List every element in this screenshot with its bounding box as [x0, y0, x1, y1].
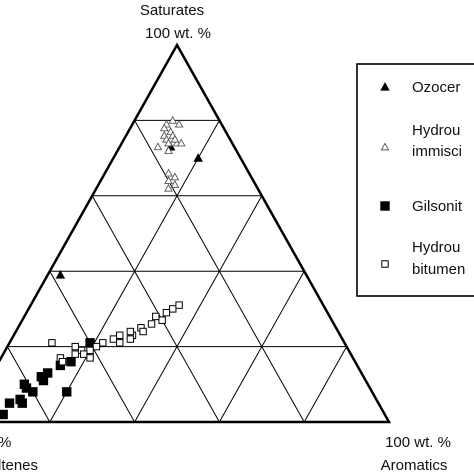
data-point-open-square [162, 308, 171, 317]
data-point-open-triangle [170, 179, 180, 188]
data-point-open-square [116, 339, 124, 347]
data-point-open-triangle [159, 123, 169, 132]
legend-box [356, 63, 474, 297]
legend-marker-filled-square [380, 201, 390, 211]
data-point-open-square [147, 320, 156, 328]
data-point-open-square [175, 301, 183, 309]
data-point-open-square [139, 327, 147, 336]
data-point-open-triangle [164, 168, 173, 177]
vertex-label-left-name: ltenes [0, 457, 38, 474]
data-point-open-triangle [168, 115, 178, 124]
data-point-open-triangle [174, 119, 184, 128]
data-point-open-triangle [164, 176, 173, 185]
grid-line [218, 270, 305, 423]
data-point-open-square [80, 350, 88, 358]
legend-marker-open-square [381, 260, 389, 268]
data-point-filled-square [0, 409, 8, 420]
vertex-label-top-value: 100 wt. % [145, 25, 211, 42]
data-point-open-triangle [170, 172, 180, 181]
data-point-filled-square [28, 387, 38, 397]
vertex-label-right-value: 100 wt. % [385, 434, 451, 451]
legend-marker-open-triangle [380, 142, 390, 151]
grid-line [134, 195, 263, 423]
data-points [0, 115, 203, 420]
data-point-open-square [71, 350, 79, 358]
data-point-filled-triangle [193, 153, 203, 162]
data-point-filled-triangle [55, 270, 66, 279]
data-point-open-triangle [164, 183, 173, 192]
ternary-grid [6, 119, 348, 423]
legend-label-hydrous-line1: Hydrou [412, 122, 460, 139]
grid-line [303, 346, 348, 423]
legend-label-ozocer: Ozocer [412, 79, 460, 96]
legend-label-hydrous-bitumen-line2: bitumen [412, 261, 465, 278]
data-point-open-square [126, 327, 135, 336]
data-point-open-square [71, 342, 79, 351]
data-point-open-triangle [170, 134, 180, 143]
data-point-filled-square [66, 356, 76, 367]
legend-label-hydrous-bitumen-line1: Hydrou [412, 239, 460, 256]
data-point-open-square [169, 305, 177, 313]
legend-label-gilsonite: Gilsonit [412, 198, 463, 215]
data-point-filled-square [62, 387, 72, 397]
data-point-open-triangle [164, 146, 173, 154]
data-point-open-square [86, 346, 94, 355]
data-point-open-square [126, 335, 135, 343]
data-point-open-square [92, 342, 101, 351]
legend: Ozocer Hydrou immisci Gilsonit Hydrou bi… [356, 63, 474, 297]
data-point-open-square [48, 339, 56, 347]
data-point-open-square [116, 331, 124, 339]
grid-line [91, 195, 220, 423]
vertex-label-left-value: % [0, 434, 11, 451]
data-point-open-square [109, 335, 118, 343]
data-point-open-triangle [176, 138, 186, 147]
data-point-filled-square [17, 398, 27, 408]
legend-label-hydrous-line2: immisci [412, 143, 462, 160]
data-point-open-square [58, 357, 67, 366]
ternary-frame [0, 42, 392, 424]
vertex-label-top-name: Saturates [140, 2, 204, 19]
data-point-filled-square [4, 398, 15, 408]
data-point-open-square [99, 339, 107, 347]
data-point-open-square [86, 354, 94, 362]
data-point-open-triangle [153, 142, 163, 151]
data-point-filled-square [38, 375, 49, 386]
legend-markers [380, 82, 390, 268]
legend-marker-filled-triangle [380, 82, 390, 91]
data-point-open-square [158, 316, 166, 324]
data-point-open-square [152, 312, 160, 321]
vertex-label-right-name: Aromatics [381, 457, 448, 474]
data-point-open-triangle [164, 138, 173, 147]
